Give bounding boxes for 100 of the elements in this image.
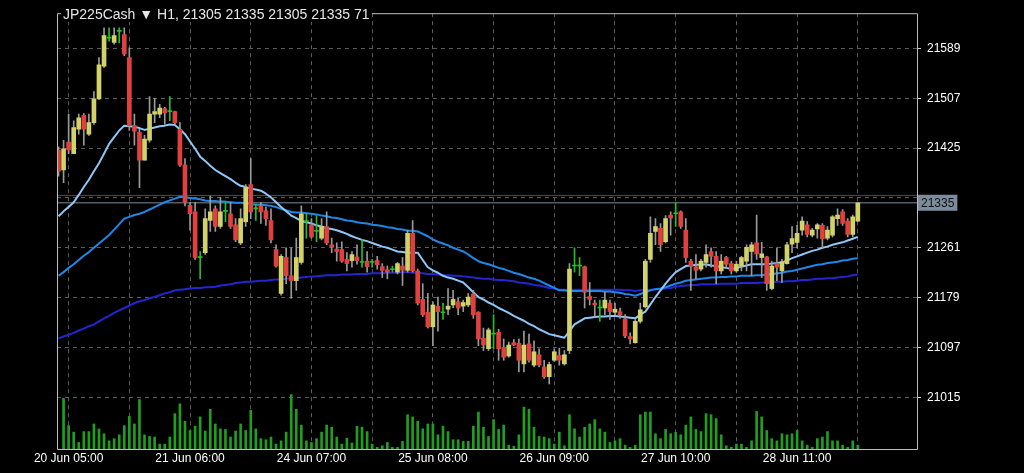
x-tick-label: 26 Jun 09:00 [519, 450, 590, 465]
bar [512, 445, 516, 449]
bar [335, 436, 339, 449]
bar [67, 425, 70, 449]
bar [244, 430, 248, 449]
bar [841, 444, 844, 449]
bar [300, 424, 303, 449]
bar [507, 444, 511, 449]
y-tick-label: 21179 [927, 289, 960, 304]
bar [679, 434, 683, 449]
bar [659, 438, 662, 449]
bar [208, 408, 212, 449]
bar [62, 398, 65, 449]
bar [315, 438, 318, 449]
candlestick [334, 242, 340, 262]
candlestick [587, 282, 593, 306]
bar [552, 443, 556, 449]
candlestick [708, 247, 714, 268]
bar [583, 426, 586, 449]
bar [158, 443, 162, 449]
bar [638, 414, 642, 449]
bar [654, 433, 657, 449]
bar [750, 440, 753, 449]
bar [72, 431, 76, 449]
bar [472, 425, 475, 449]
bar [305, 440, 308, 449]
bar [547, 438, 551, 449]
y-tick-label: 21015 [927, 389, 961, 404]
bar [153, 436, 156, 449]
x-tick-label: 27 Jun 10:00 [640, 450, 711, 465]
bar [724, 445, 728, 449]
bar [330, 426, 334, 449]
bar [117, 434, 121, 449]
x-tick-label: 24 Jun 07:00 [276, 450, 347, 465]
bar [482, 426, 485, 449]
bar [138, 399, 141, 449]
bar [487, 436, 490, 449]
bar [219, 428, 222, 449]
bar [598, 428, 602, 449]
bar [320, 431, 323, 449]
bar [588, 423, 592, 449]
bar [502, 424, 506, 449]
bar [856, 444, 860, 449]
bar [148, 436, 151, 449]
bar [664, 429, 667, 449]
bar [836, 440, 839, 449]
bar [770, 438, 774, 449]
y-tick-label: 21097 [927, 339, 961, 354]
bar [573, 428, 576, 449]
bar [765, 430, 769, 449]
bar [568, 414, 571, 449]
candlestick [162, 107, 168, 125]
bar [563, 445, 566, 449]
bar [239, 423, 242, 449]
bar [755, 411, 758, 449]
bar [578, 436, 581, 449]
bar [760, 416, 764, 449]
candlestick [369, 259, 375, 268]
bar [684, 424, 688, 449]
bar [416, 420, 420, 449]
bar [719, 434, 723, 449]
bar [128, 416, 131, 449]
y-tick-label: 21507 [927, 90, 961, 105]
bar [224, 429, 227, 449]
bar [497, 429, 500, 449]
bar [143, 434, 146, 449]
bar [411, 416, 414, 449]
bar [82, 431, 86, 449]
bar [633, 444, 637, 449]
bar [466, 441, 470, 449]
bar [401, 441, 404, 449]
bar [644, 411, 647, 449]
candlestick [759, 242, 765, 278]
candlestick [288, 247, 294, 299]
bar [294, 408, 298, 449]
bar [340, 443, 344, 449]
bar [669, 433, 672, 449]
bar [386, 442, 389, 449]
bar [674, 431, 678, 449]
bar [249, 410, 253, 449]
chart-title: JP225Cash ▼ H1, 21305 21335 21305 21335 71 [61, 6, 372, 22]
bar [203, 430, 207, 449]
bar [805, 444, 809, 449]
bar [168, 436, 172, 449]
bar [831, 440, 834, 449]
y-tick-label: 21261 [927, 240, 961, 255]
candlestick [116, 27, 122, 44]
bar [214, 423, 217, 449]
bar [234, 430, 237, 449]
y-tick-label: 21425 [927, 140, 961, 155]
bar [122, 425, 126, 449]
y-tick-label: 21589 [927, 40, 961, 55]
candlestick [445, 288, 451, 315]
candlestick [197, 251, 203, 280]
bar [133, 423, 136, 449]
x-tick-label: 25 Jun 08:00 [398, 450, 468, 465]
bar [163, 443, 167, 449]
x-tick-label: 21 Jun 06:00 [155, 450, 226, 465]
bar [77, 442, 81, 449]
candlestick [774, 247, 780, 281]
